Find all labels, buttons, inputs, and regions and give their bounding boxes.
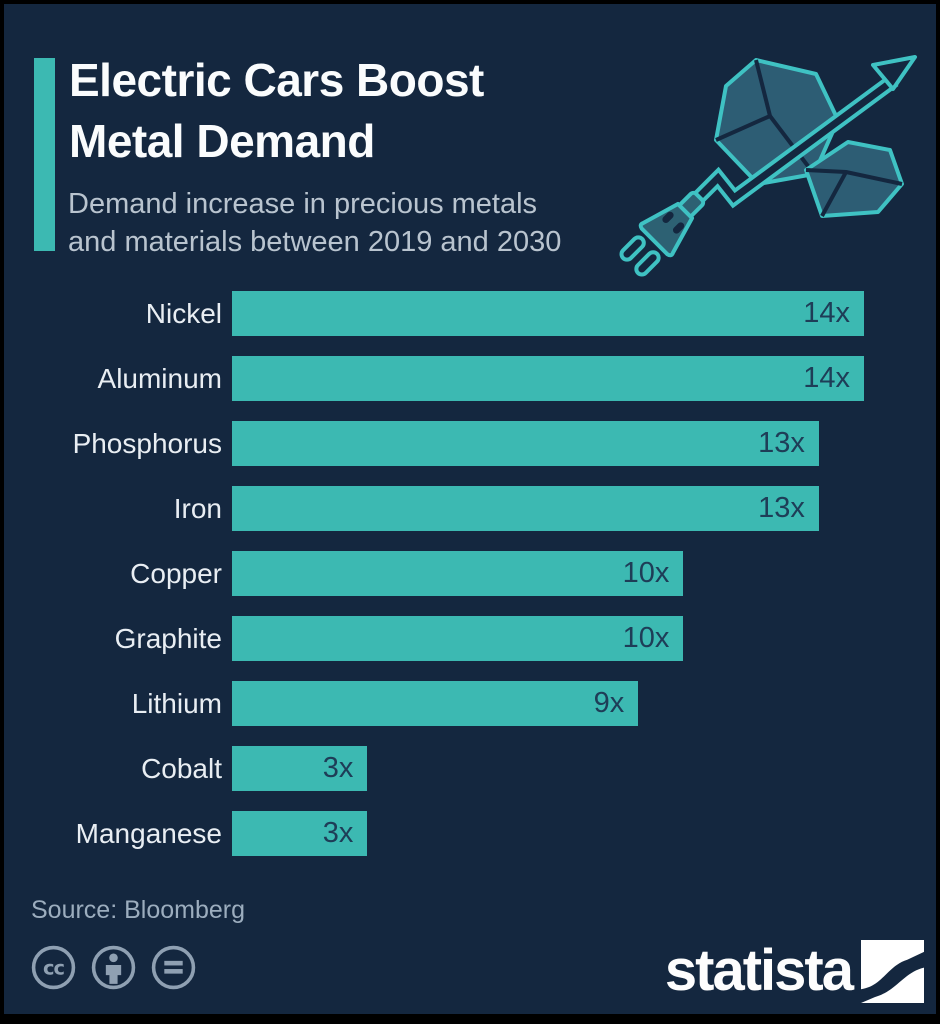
bar-track: 13x <box>232 421 864 466</box>
category-label: Manganese <box>75 818 222 849</box>
value-label: 14x <box>803 362 850 394</box>
value-label: 10x <box>622 622 670 654</box>
bar: 14x <box>232 356 864 401</box>
bar-track: 10x <box>232 551 864 596</box>
attribution-icon[interactable] <box>90 944 137 991</box>
infographic-panel: Electric Cars Boost Metal Demand Demand … <box>4 4 936 1014</box>
category-label: Aluminum <box>97 363 222 394</box>
bar-row: Iron 13x <box>26 486 914 531</box>
category-label: Phosphorus <box>72 428 222 459</box>
bar-track: 14x <box>232 356 864 401</box>
value-label: 14x <box>803 297 850 329</box>
category-label: Iron <box>173 493 222 524</box>
title-line-1: Electric Cars Boost <box>69 54 484 106</box>
bar-track: 3x <box>232 746 864 791</box>
value-label: 9x <box>593 687 625 719</box>
bar: 13x <box>232 486 819 531</box>
svg-text:cc: cc <box>43 957 64 980</box>
bar-chart: Nickel 14x Aluminum 14x Phosphorus 13x Iron 13x… <box>26 291 914 876</box>
title-line-2: Metal Demand <box>69 115 375 167</box>
category-label: Graphite <box>114 623 222 654</box>
bar: 10x <box>232 616 684 661</box>
bar-track: 14x <box>232 291 864 336</box>
page-subtitle: Demand increase in precious metals and m… <box>68 185 561 261</box>
bar: 14x <box>232 291 864 336</box>
bar-track: 9x <box>232 681 864 726</box>
bar-chart-rows: Nickel 14x Aluminum 14x Phosphorus 13x Iron 13x… <box>26 291 914 856</box>
bar-row: Graphite 10x <box>26 616 914 661</box>
statista-logo-icon <box>861 939 924 1003</box>
source-text: Source: Bloomberg <box>31 896 246 924</box>
value-label: 3x <box>322 752 354 784</box>
ore-arrow-plug-illustration <box>619 55 917 277</box>
bar: 9x <box>232 681 639 726</box>
bar-row: Lithium 9x <box>26 681 914 726</box>
value-label: 3x <box>322 817 354 849</box>
category-label: Cobalt <box>141 753 222 784</box>
statista-wordmark: statista <box>664 938 854 1003</box>
category-label: Copper <box>130 558 222 589</box>
no-derivatives-icon[interactable] <box>150 944 197 991</box>
bar-track: 3x <box>232 811 864 856</box>
bar-row: Phosphorus 13x <box>26 421 914 466</box>
creative-commons-icon[interactable]: cc <box>30 944 77 991</box>
category-label: Lithium <box>131 688 222 719</box>
statista-logo[interactable]: statista <box>665 939 924 1003</box>
bar: 3x <box>232 811 368 856</box>
bar-row: Copper 10x <box>26 551 914 596</box>
title-accent-bar <box>34 58 55 251</box>
bar: 13x <box>232 421 819 466</box>
page-title: Electric Cars Boost Metal Demand <box>69 50 484 172</box>
subtitle-line-2: and materials between 2019 and 2030 <box>68 226 562 258</box>
bar: 10x <box>232 551 684 596</box>
value-label: 13x <box>758 427 805 459</box>
bar-row: Cobalt 3x <box>26 746 914 791</box>
value-label: 13x <box>758 492 805 524</box>
subtitle-line-1: Demand increase in precious metals <box>68 188 538 220</box>
ore-rock-small-icon <box>804 140 904 218</box>
category-label: Nickel <box>145 298 222 329</box>
power-plug-icon <box>619 190 706 277</box>
bar-track: 13x <box>232 486 864 531</box>
bar-row: Nickel 14x <box>26 291 914 336</box>
license-badges: cc <box>30 944 197 991</box>
rising-arrow-icon <box>688 55 917 209</box>
bar-row: Aluminum 14x <box>26 356 914 401</box>
bar-track: 10x <box>232 616 864 661</box>
bar: 3x <box>232 746 368 791</box>
bar-row: Manganese 3x <box>26 811 914 856</box>
value-label: 10x <box>622 557 670 589</box>
